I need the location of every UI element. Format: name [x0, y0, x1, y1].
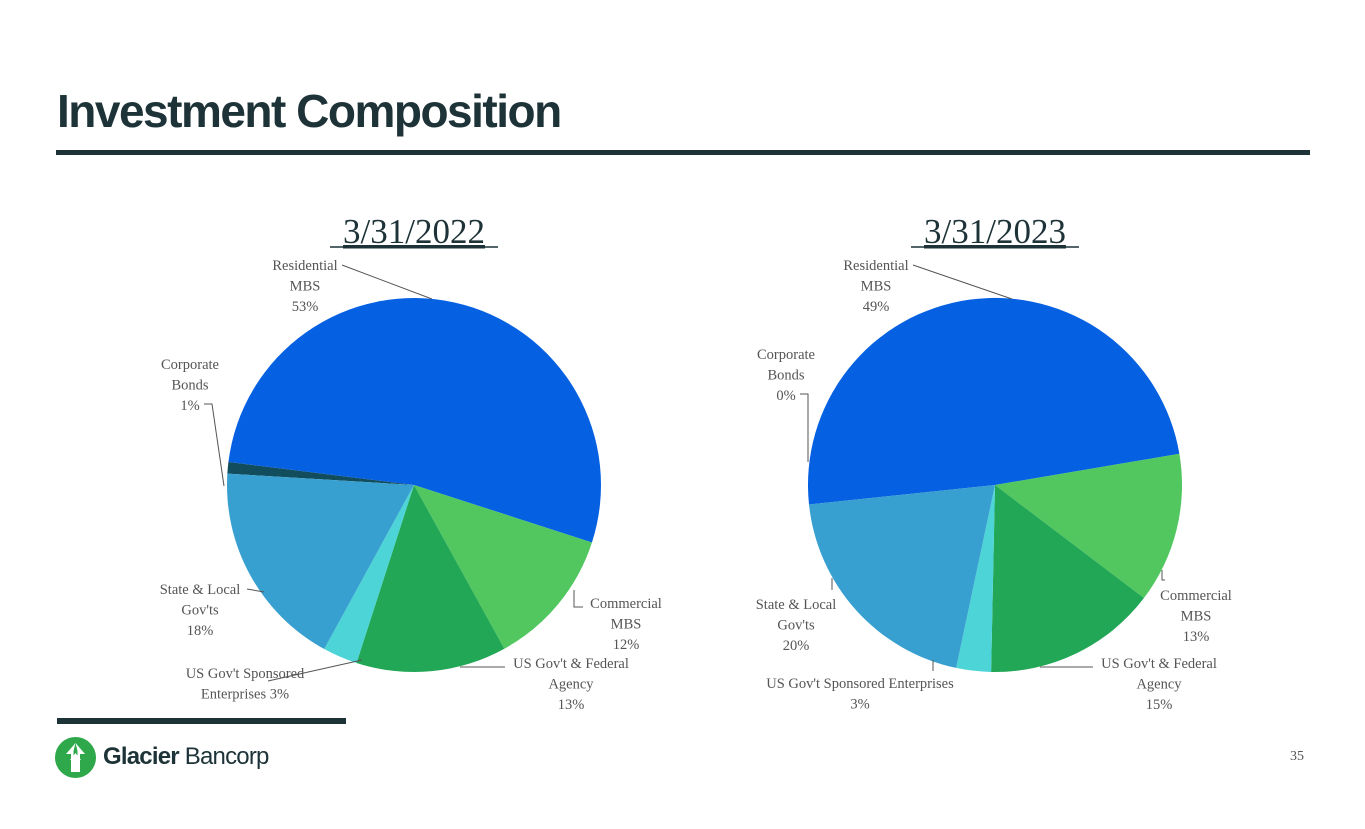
- data-label-state-local-gov-ts: State & Local Gov'ts 20%: [756, 597, 837, 654]
- data-label-us-gov-t-sponsored-enterprises: US Gov't Sponsored Enterprises 3%: [766, 676, 954, 713]
- data-label-corporate-bonds: Corporate Bonds 1%: [161, 357, 219, 414]
- pie-slice-state-local-gov-ts: [227, 473, 414, 650]
- page-number: 35: [1290, 749, 1304, 764]
- company-logo: Glacier Bancorp: [55, 736, 269, 778]
- pie-slice-corporate-bonds: [227, 461, 414, 485]
- leader-line-residential-mbs: [912, 264, 1013, 300]
- pie-slice-commercial-mbs: [414, 485, 592, 649]
- pie-chart-2: 3/31/2023 Residential MBS 49% Commercial MBS 1…: [756, 212, 1232, 713]
- chart-title: 3/31/2022: [343, 212, 485, 251]
- page-title: Investment Composition: [57, 85, 562, 137]
- pie-slice-us-gov-t-sponsored-enterprises: [324, 485, 414, 663]
- pie-slice-residential-mbs: [807, 297, 1180, 505]
- leader-line-corporate-bonds: [800, 393, 809, 462]
- chart-title: 3/31/2023: [924, 212, 1066, 251]
- data-label-commercial-mbs: Commercial MBS 13%: [1160, 588, 1232, 645]
- pie-slice-residential-mbs: [228, 298, 601, 543]
- data-label-state-local-gov-ts: State & Local Gov'ts 18%: [160, 582, 241, 639]
- data-label-us-gov-t-federal-agency: US Gov't & Federal Agency 13%: [513, 656, 629, 713]
- logo-name-light: Bancorp: [184, 743, 270, 770]
- leader-line-corporate-bonds: [204, 403, 225, 487]
- leader-line-state-local-gov-ts: [246, 588, 265, 593]
- pie-slice-us-gov-t-federal-agency: [991, 485, 1144, 673]
- leader-line-us-gov-t-sponsored-enterprises: [267, 659, 363, 682]
- data-label-corporate-bonds: Corporate Bonds 0%: [757, 347, 815, 404]
- glacier-arrow-logo-icon: [55, 736, 96, 778]
- data-label-us-gov-t-sponsored-enterprises: US Gov't Sponsored Enterprises 3%: [186, 666, 305, 703]
- pie-slice-us-gov-t-sponsored-enterprises: [956, 485, 995, 672]
- footer-divider: [57, 718, 346, 724]
- title-divider: [56, 150, 1310, 155]
- leader-line-commercial-mbs: [1161, 570, 1165, 581]
- data-label-commercial-mbs: Commercial MBS 12%: [590, 596, 662, 653]
- leader-line-residential-mbs: [341, 264, 433, 300]
- pie-slice-us-gov-t-federal-agency: [356, 485, 505, 673]
- logo-name-bold: Glacier: [103, 743, 180, 770]
- data-label-residential-mbs: Residential MBS 53%: [272, 258, 337, 315]
- pie-slice-commercial-mbs: [995, 453, 1182, 599]
- pie-slice-state-local-gov-ts: [809, 485, 995, 668]
- data-label-us-gov-t-federal-agency: US Gov't & Federal Agency 15%: [1101, 656, 1217, 713]
- data-label-residential-mbs: Residential MBS 49%: [843, 258, 908, 315]
- leader-line-commercial-mbs: [573, 590, 583, 608]
